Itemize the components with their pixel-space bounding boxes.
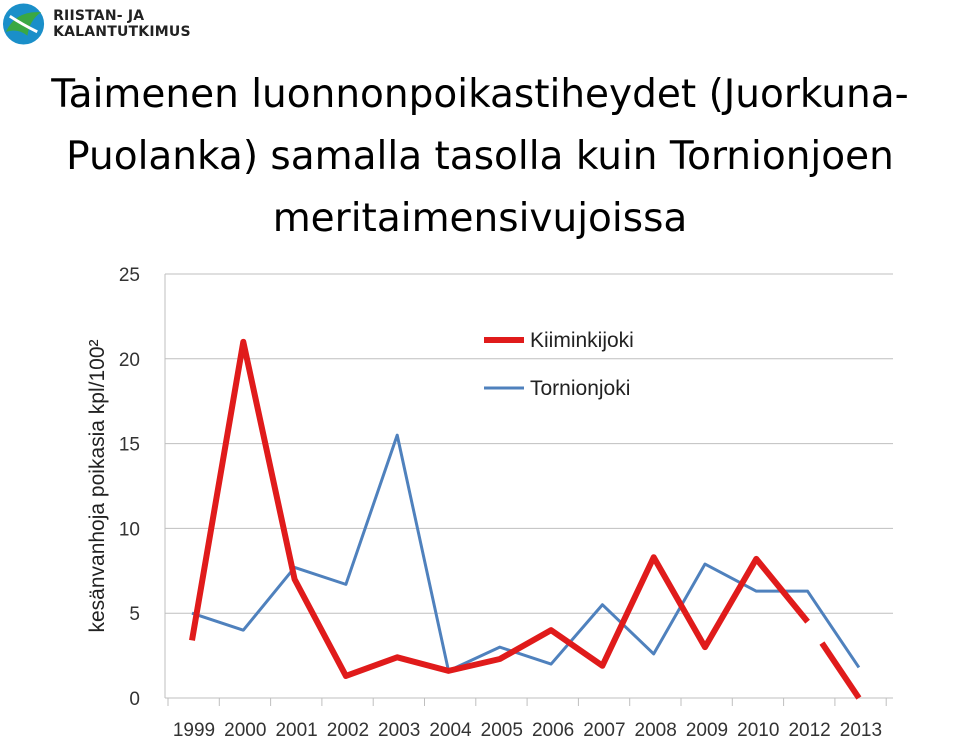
y-tick-label: 20 <box>119 350 140 371</box>
x-tick-label: 2012 <box>788 720 830 741</box>
x-tick-label: 2008 <box>635 720 677 741</box>
series-line-segment <box>819 641 862 700</box>
title-line-3: meritaimensivujoissa <box>272 196 688 241</box>
x-tick-label: 2004 <box>429 720 472 741</box>
title-line-2: Puolanka) samalla tasolla kuin Tornionjo… <box>66 134 894 179</box>
x-tick-label: 1999 <box>173 720 215 741</box>
logo-text: RIISTAN- JA KALANTUTKIMUS <box>53 8 191 40</box>
x-tick-label: 2006 <box>532 720 574 741</box>
y-tick-label: 25 <box>119 265 140 286</box>
x-tick-label: 2002 <box>327 720 369 741</box>
x-tick-label: 2000 <box>224 720 266 741</box>
page-title: Taimenen luonnonpoikastiheydet (Juorkuna… <box>0 64 960 250</box>
series-kiiminkijoki <box>189 338 862 700</box>
logo: RIISTAN- JA KALANTUTKIMUS <box>2 2 282 46</box>
legend-label: Tornionjoki <box>530 377 630 400</box>
x-tick-labels: 1999 2000 2001 2002 2003 2004 2005 2006 2007 2008… <box>173 720 882 741</box>
legend: Kiiminkijoki Tornionjoki <box>476 323 666 405</box>
y-axis-label: kesänvanhoja poikasia kpl/100² <box>86 339 109 632</box>
legend-label: Kiiminkijoki <box>530 329 634 352</box>
series-line <box>191 433 861 673</box>
y-tick-labels: 0 5 10 15 20 25 <box>119 265 140 710</box>
grid-lines <box>164 273 893 706</box>
x-tick-label: 2010 <box>737 720 779 741</box>
x-tick-label: 2001 <box>275 720 317 741</box>
x-tick-label: 2013 <box>840 720 882 741</box>
x-tick-label: 2009 <box>686 720 728 741</box>
y-tick-label: 15 <box>119 435 140 456</box>
y-tick-label: 0 <box>129 689 140 710</box>
y-tick-label: 10 <box>119 519 140 540</box>
y-tick-label: 5 <box>129 604 140 625</box>
title-line-1: Taimenen luonnonpoikastiheydet (Juorkuna… <box>51 72 909 117</box>
fish-logo-icon <box>2 3 45 45</box>
x-tick-label: 2007 <box>583 720 625 741</box>
series-lines <box>189 338 862 700</box>
line-chart: 0 5 10 15 20 25 1999 2000 2001 2002 2003 2004 2005 2… <box>86 265 893 741</box>
x-tick-label: 2005 <box>481 720 523 741</box>
x-tick-label: 2003 <box>378 720 420 741</box>
